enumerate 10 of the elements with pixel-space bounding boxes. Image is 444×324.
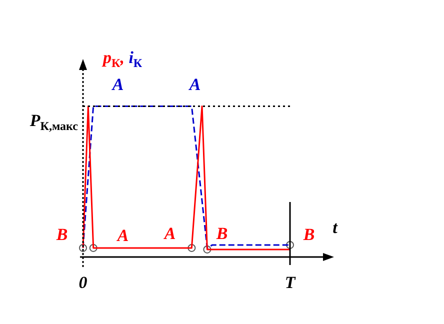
text: A [188, 75, 201, 94]
text: A [111, 75, 124, 94]
text: B [302, 225, 315, 244]
x-tick-label: 0 [78, 273, 88, 292]
annotation: A [116, 226, 129, 245]
annotation: A [163, 224, 176, 243]
x-tick-label: T [284, 273, 296, 292]
annotation: B [215, 224, 228, 243]
x-axis-title: t [332, 218, 339, 238]
text: B [55, 225, 68, 244]
